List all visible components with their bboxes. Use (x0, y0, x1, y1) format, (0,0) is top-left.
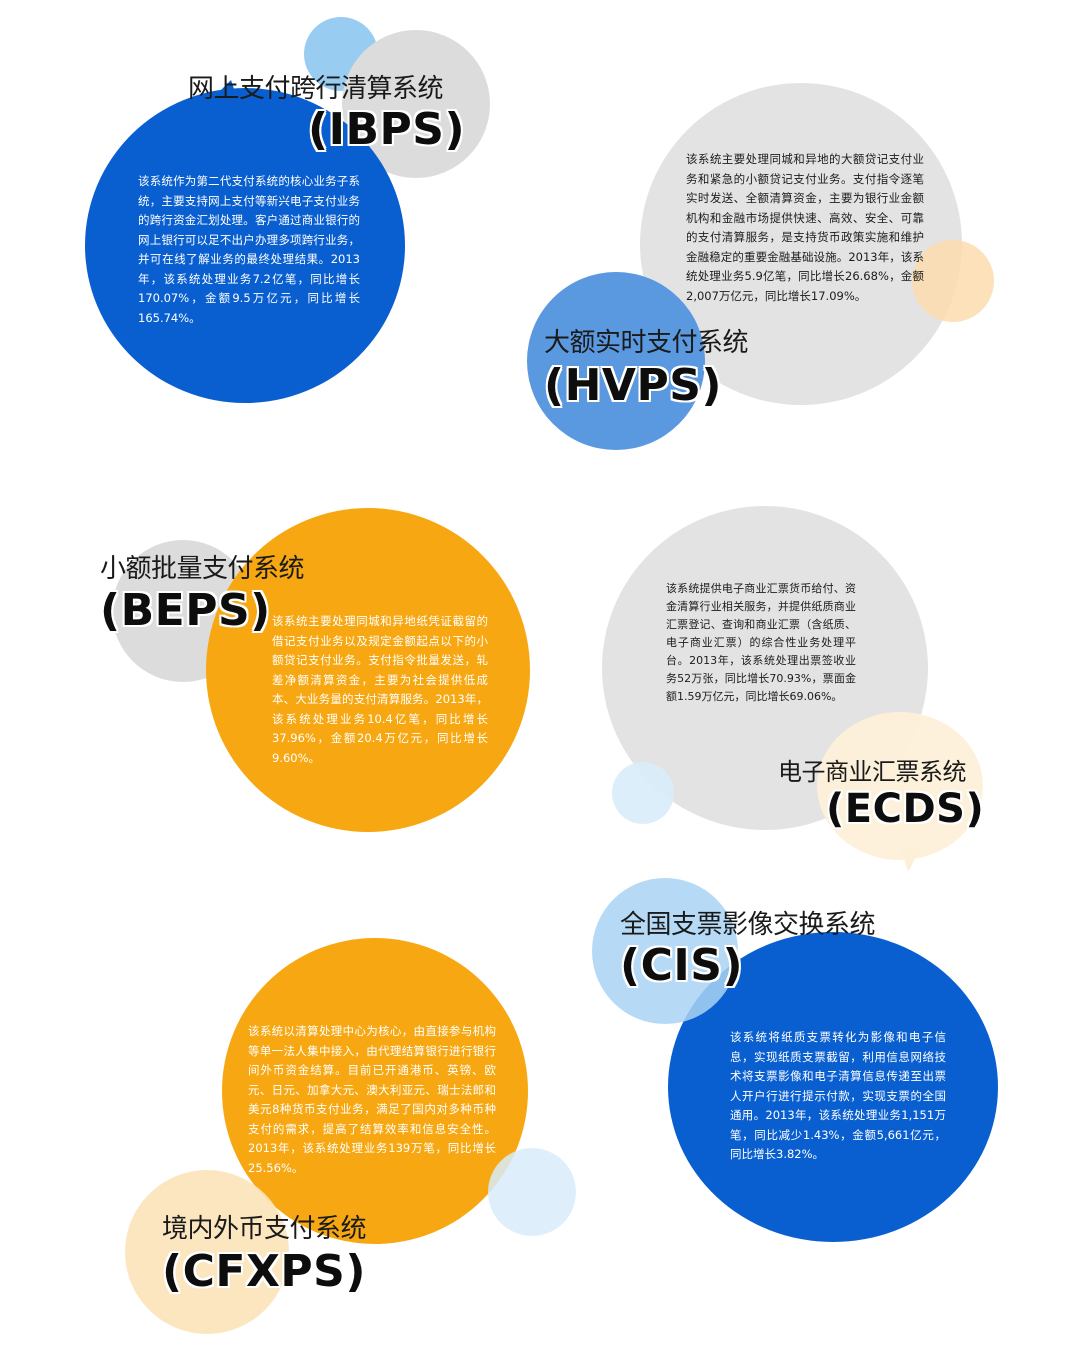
beps-abbr: (BEPS) (100, 585, 271, 636)
ibps-bubble-tail (213, 80, 237, 98)
beps-title: 小额批量支付系统 (100, 554, 305, 584)
beps-description: 该系统主要处理同城和异地纸凭证截留的借记支付业务以及规定金额起点以下的小额贷记支… (272, 614, 488, 765)
cis-title: 全国支票影像交换系统 (620, 910, 876, 940)
cfxps-orange-circle (222, 938, 528, 1244)
ecds-description: 该系统提供电子商业汇票货币给付、资金清算行业相关服务，并提供纸质商业汇票登记、查… (666, 582, 856, 703)
cfxps-light-blue-bubble (488, 1148, 576, 1236)
cfxps-title: 境内外币支付系统 (162, 1214, 367, 1244)
ecds-peach-bubble (817, 712, 983, 860)
cfxps-abbr: (CFXPS) (162, 1246, 366, 1297)
ibps-abbr: (IBPS) (308, 104, 466, 155)
beps-orange-circle (206, 508, 530, 832)
hvps-title: 大额实时支付系统 (544, 328, 749, 358)
hvps-peach-bubble (912, 240, 994, 322)
ibps-description: 该系统作为第二代支付系统的核心业务子系统，主要支持网上支付等新兴电子支付业务的跨… (138, 174, 360, 325)
ecds-bubble-tail (900, 846, 922, 872)
ecds-abbr: (ECDS) (826, 786, 985, 832)
ecds-light-blue-bubble (612, 762, 674, 824)
hvps-description: 该系统主要处理同城和异地的大额贷记支付业务和紧急的小额贷记支付业务。支付指令逐笔… (686, 152, 924, 303)
hvps-blue-circle (527, 272, 705, 450)
cfxps-peach-bubble (125, 1170, 289, 1334)
cis-description: 该系统将纸质支票转化为影像和电子信息，实现纸质支票截留，利用信息网络技术将支票影… (730, 1030, 946, 1161)
ibps-main-circle (85, 88, 405, 403)
cis-abbr: (CIS) (620, 940, 744, 991)
cis-light-blue-bubble (592, 878, 738, 1024)
cfxps-description: 该系统以清算处理中心为核心，由直接参与机构等单一法人集中接入，由代理结算银行进行… (248, 1024, 496, 1175)
ecds-title: 电子商业汇票系统 (778, 758, 967, 786)
ibps-title: 网上支付跨行清算系统 (188, 74, 444, 104)
hvps-abbr: (HVPS) (544, 360, 723, 411)
